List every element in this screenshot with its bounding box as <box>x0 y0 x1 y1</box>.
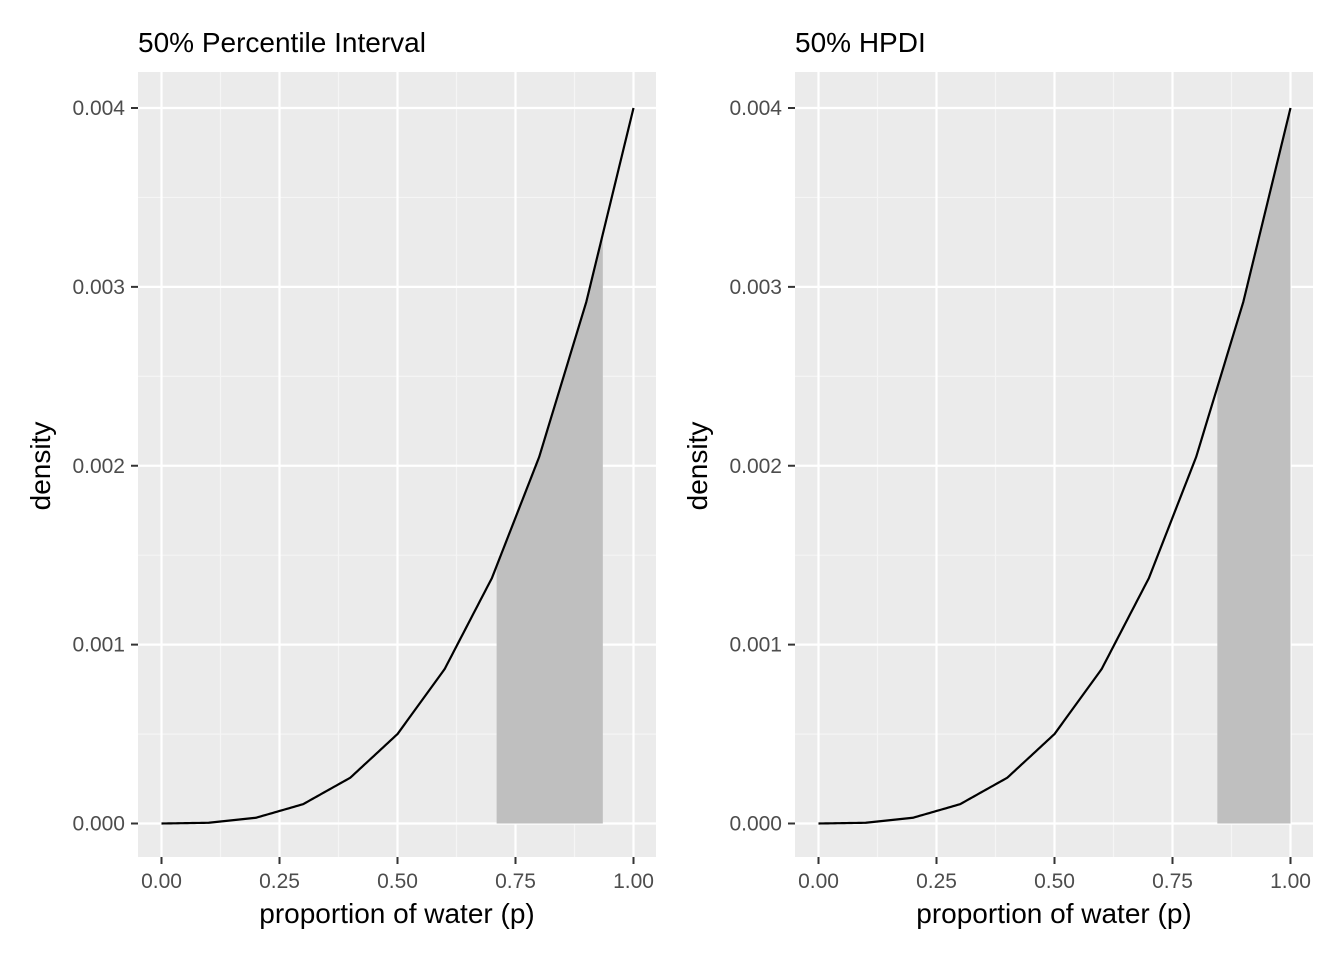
panel-title: 50% HPDI <box>795 27 926 58</box>
y-axis-ticks: 0.000 0.001 0.002 0.003 0.004 <box>729 97 795 836</box>
x-tick-label: 0.75 <box>1152 870 1193 893</box>
y-tick-label: 0.004 <box>729 97 782 120</box>
x-tick-label: 1.00 <box>613 870 654 893</box>
x-axis-ticks: 0.00 0.25 0.50 0.75 1.00 <box>141 857 654 893</box>
x-axis-title: proportion of water (p) <box>259 898 534 929</box>
x-tick-label: 0.50 <box>377 870 418 893</box>
y-tick-label: 0.003 <box>72 276 125 299</box>
y-tick-label: 0.004 <box>72 97 125 120</box>
x-tick-label: 0.50 <box>1034 870 1075 893</box>
x-axis-ticks: 0.00 0.25 0.50 0.75 1.00 <box>798 857 1311 893</box>
y-axis-ticks: 0.000 0.001 0.002 0.003 0.004 <box>72 97 138 836</box>
y-tick-label: 0.002 <box>729 455 782 478</box>
y-tick-label: 0.003 <box>729 276 782 299</box>
y-tick-label: 0.000 <box>72 813 125 836</box>
y-tick-label: 0.002 <box>72 455 125 478</box>
x-tick-label: 0.00 <box>141 870 182 893</box>
y-tick-label: 0.001 <box>729 634 782 657</box>
y-axis-title: density <box>682 422 713 511</box>
x-axis-title: proportion of water (p) <box>916 898 1191 929</box>
x-tick-label: 0.00 <box>798 870 839 893</box>
major-gridlines <box>138 72 656 857</box>
density-curve <box>818 107 1292 825</box>
x-tick-label: 0.75 <box>495 870 536 893</box>
interval-shade <box>496 234 603 824</box>
y-tick-label: 0.001 <box>72 634 125 657</box>
y-axis-title: density <box>25 422 56 511</box>
interval-shade-layer <box>496 234 603 824</box>
x-tick-label: 0.25 <box>916 870 957 893</box>
density-curve <box>161 107 635 825</box>
x-tick-label: 1.00 <box>1270 870 1311 893</box>
panel-title: 50% Percentile Interval <box>138 27 426 58</box>
interval-shade-layer <box>1217 108 1291 824</box>
density-curve-layer <box>161 107 635 825</box>
density-curve-layer <box>818 107 1292 825</box>
percentile-interval-panel: 50% Percentile Interval 0.0000.0010.0020… <box>25 27 656 929</box>
interval-shade <box>1217 108 1291 824</box>
y-tick-label: 0.000 <box>729 813 782 836</box>
x-tick-label: 0.25 <box>259 870 300 893</box>
